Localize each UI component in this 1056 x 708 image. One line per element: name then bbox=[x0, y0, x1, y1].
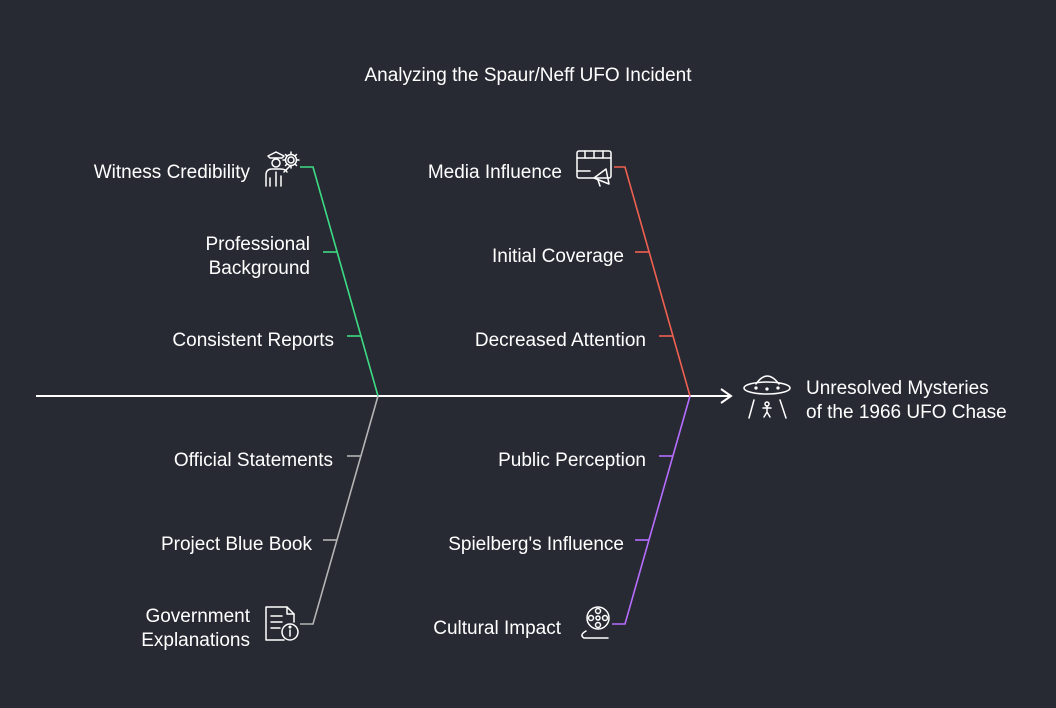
cause-consistent-reports: Consistent Reports bbox=[172, 330, 334, 351]
document-info-icon bbox=[265, 606, 299, 641]
cause-initial-coverage: Initial Coverage bbox=[491, 246, 624, 267]
branch-media bbox=[614, 166, 691, 397]
police-officer-gear-icon bbox=[265, 151, 300, 187]
category-government-label: Government Explanations bbox=[141, 606, 250, 651]
branch-cultural bbox=[612, 395, 691, 625]
category-media-label: Media Influence bbox=[427, 162, 562, 183]
film-reel-icon bbox=[581, 606, 610, 639]
cause-professional-background: Professional Background bbox=[205, 234, 310, 279]
branch-government bbox=[300, 395, 379, 625]
cause-project-blue-book: Project Blue Book bbox=[160, 534, 312, 555]
cause-spielbergs-influence: Spielberg's Influence bbox=[448, 534, 624, 555]
branch-witness bbox=[300, 166, 379, 397]
cause-official-statements: Official Statements bbox=[173, 450, 333, 471]
category-cultural-label: Cultural Impact bbox=[433, 618, 561, 639]
cause-decreased-attention: Decreased Attention bbox=[474, 330, 646, 351]
cause-public-perception: Public Perception bbox=[498, 450, 646, 471]
effect-label: Unresolved Mysteries of the 1966 UFO Cha… bbox=[806, 378, 1007, 423]
spine-arrowhead bbox=[720, 388, 733, 404]
category-witness-label: Witness Credibility bbox=[93, 162, 250, 183]
ufo-icon bbox=[743, 375, 791, 419]
diagram-title: Analyzing the Spaur/Neff UFO Incident bbox=[364, 65, 692, 86]
media-megaphone-icon bbox=[576, 150, 612, 187]
